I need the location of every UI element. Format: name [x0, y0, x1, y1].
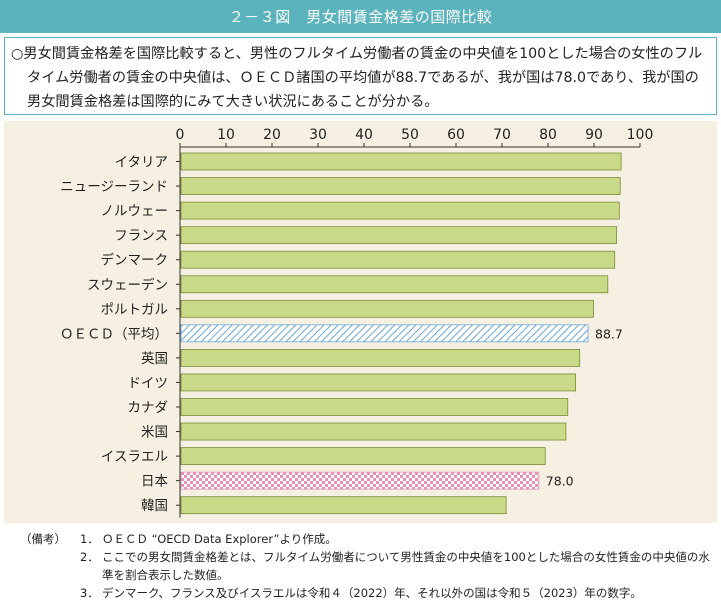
category-label: ポルトガル [101, 302, 169, 318]
x-tick-label: 80 [539, 127, 557, 143]
note-text: デンマーク、フランス及びイスラエルは令和４（2022）年、それ以外の国は令和５（… [102, 586, 642, 600]
notes-spacer [20, 584, 80, 602]
category-label: ニュージーランド [60, 179, 168, 195]
bar [180, 152, 622, 171]
note-number: 3． [80, 586, 99, 600]
category-label: 韓国 [141, 498, 168, 514]
summary-text: ○男女間賃金格差を国際比較すると、男性のフルタイム労働者の賃金の中央値を100と… [11, 46, 703, 110]
bar [180, 496, 507, 515]
category-label: ドイツ [128, 375, 169, 391]
bar [180, 250, 616, 269]
notes-spacer [20, 548, 80, 584]
category-label: 日本 [141, 474, 168, 490]
bar [180, 348, 581, 367]
category-label: フランス [114, 228, 168, 244]
category-label: 英国 [141, 350, 168, 367]
note-text: ここでの男女間賃金格差とは、フルタイム労働者について男性賃金の中央値を100とし… [102, 550, 710, 582]
x-tick-label: 0 [176, 127, 185, 143]
x-tick-label: 70 [493, 127, 511, 143]
bar [180, 471, 540, 490]
note-row-1: （備考） 1． ＯＥＣＤ “OECD Data Explorer”より作成。 [20, 530, 715, 548]
note-text: ＯＥＣＤ “OECD Data Explorer”より作成。 [102, 532, 337, 546]
category-label: デンマーク [101, 252, 169, 269]
x-tick-label: 30 [309, 127, 327, 143]
data-label: 88.7 [595, 326, 623, 341]
bar [180, 373, 577, 392]
category-label: イスラエル [101, 449, 168, 465]
notes-head: （備考） [20, 532, 66, 546]
category-label: ノルウェー [101, 204, 169, 220]
note-number: 2． [80, 550, 99, 564]
summary-box: ○男女間賃金格差を国際比較すると、男性のフルタイム労働者の賃金の中央値を100と… [4, 37, 717, 115]
bar-chart: 0 10 20 30 40 50 60 70 80 90 100 イタリアニュージーランドノルウェーフ… [60, 127, 654, 518]
bar [180, 201, 620, 220]
note-row-3: 3． デンマーク、フランス及びイスラエルは令和４（2022）年、それ以外の国は令… [20, 584, 715, 602]
note-number: 1． [80, 532, 99, 546]
bar [180, 275, 609, 294]
bar [180, 447, 546, 466]
bar [180, 398, 569, 416]
notes-section: （備考） 1． ＯＥＣＤ “OECD Data Explorer”より作成。 2… [20, 530, 715, 602]
category-label: イタリア [115, 155, 168, 171]
x-tick-label: 90 [585, 127, 603, 143]
data-label: 78.0 [546, 474, 574, 489]
x-tick-label: 10 [217, 127, 235, 143]
chart-panel: 0 10 20 30 40 50 60 70 80 90 100 イタリアニュージーランドノルウェーフ… [4, 121, 717, 523]
x-tick-label: 40 [355, 127, 373, 143]
category-label: スウェーデン [87, 276, 168, 293]
bar [180, 324, 589, 343]
bar [180, 177, 621, 195]
bar [180, 299, 594, 318]
note-row-2: 2． ここでの男女間賃金格差とは、フルタイム労働者について男性賃金の中央値を10… [20, 548, 715, 584]
category-label: カナダ [128, 400, 169, 416]
bar [180, 226, 617, 245]
category-label: 米国 [141, 425, 168, 441]
x-tick-label: 50 [401, 127, 419, 143]
figure-title: ２－３図 男女間賃金格差の国際比較 [0, 0, 721, 33]
x-tick-label: 20 [263, 127, 281, 143]
category-label: ＯＥＣＤ（平均） [60, 326, 168, 342]
x-tick-label: 60 [447, 127, 465, 143]
bar [180, 422, 567, 441]
x-tick-label: 100 [627, 127, 654, 143]
